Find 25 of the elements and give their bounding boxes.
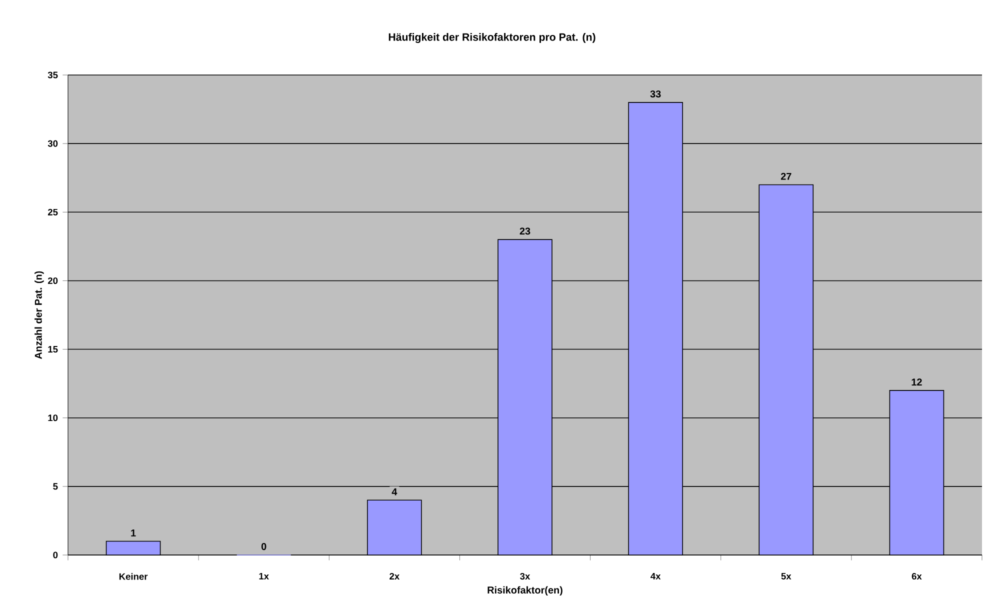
- data-label: 1: [131, 530, 136, 536]
- data-label: 4: [392, 488, 398, 496]
- y-tick-label: 15: [48, 346, 58, 353]
- data-label: 33: [650, 90, 661, 98]
- x-tick-label: 3x: [520, 572, 530, 580]
- x-tick-label: 1x: [259, 572, 269, 580]
- y-tick-label: 20: [48, 277, 58, 284]
- y-tick-label: 10: [48, 414, 58, 422]
- y-tick-label: 5: [53, 483, 58, 490]
- y-tick-label: 25: [48, 208, 58, 216]
- x-tick-label: 5x: [781, 572, 792, 580]
- y-tick-label: 30: [48, 140, 58, 147]
- x-axis-title: Risikofaktor(en): [488, 586, 562, 596]
- y-tick-label: 35: [48, 72, 58, 78]
- data-label: 0: [261, 543, 266, 550]
- x-tick-label: 2x: [390, 572, 400, 580]
- y-tick-label: 0: [53, 552, 58, 558]
- data-label: 12: [912, 378, 922, 386]
- y-axis-title: Anzahl der Pat. (n): [34, 271, 44, 359]
- chart-title: Häufigkeit der Risikofaktoren pro Pat. (n): [388, 33, 596, 43]
- x-tick-label: Keiner: [119, 572, 148, 580]
- data-label: 27: [780, 172, 792, 180]
- x-tick-label: 4x: [650, 572, 661, 580]
- data-label: 23: [520, 228, 530, 235]
- x-tick-label: 6x: [912, 572, 922, 580]
